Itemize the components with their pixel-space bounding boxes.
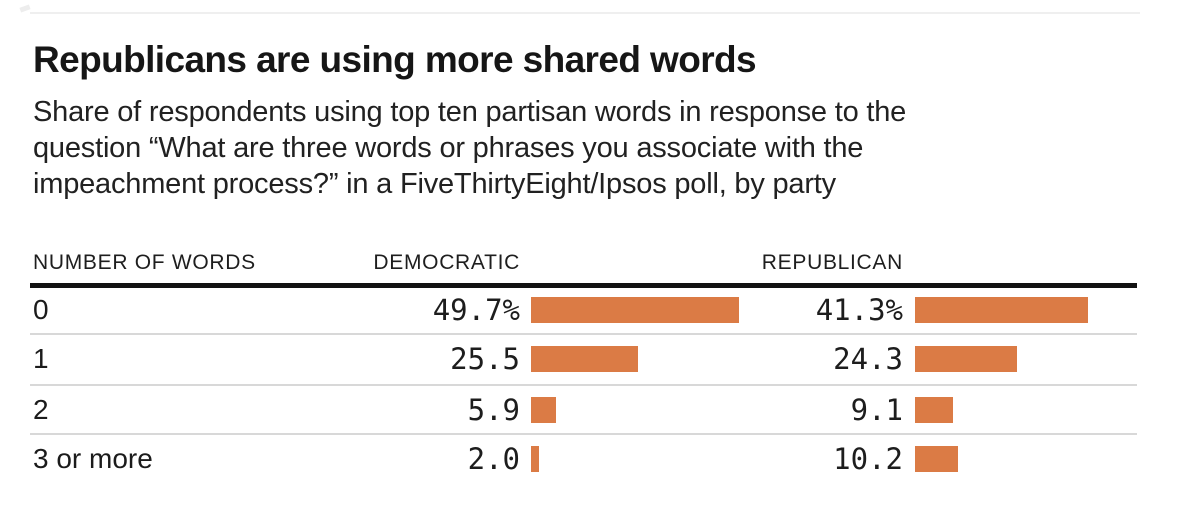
republican-value: 41.3%: [815, 293, 903, 327]
democratic-bar: [531, 397, 556, 423]
subtitle-line: impeachment process?” in a FiveThirtyEig…: [33, 168, 836, 200]
chart-title: Republicans are using more shared words: [33, 39, 757, 80]
republican-bar: [915, 346, 1017, 372]
republican-bar: [915, 297, 1088, 323]
row-divider: [30, 433, 1137, 435]
column-header-democratic: DEMOCRATIC: [373, 251, 520, 274]
table-row: 1 25.5 24.3: [0, 334, 1200, 384]
row-label: 0: [33, 294, 49, 325]
democratic-bar: [531, 346, 638, 372]
table-row: 2 5.9 9.1: [0, 385, 1200, 435]
table-row: 3 or more 2.0 10.2: [0, 434, 1200, 484]
subtitle-line: question “What are three words or phrase…: [33, 132, 864, 164]
column-header-number-of-words: NUMBER OF WORDS: [33, 251, 256, 274]
corner-artifact: [19, 4, 31, 13]
republican-bar: [915, 446, 958, 472]
column-header-republican: REPUBLICAN: [761, 251, 903, 274]
top-divider-rule: [30, 12, 1140, 14]
democratic-bar: [531, 446, 539, 472]
table-row: 0 49.7% 41.3%: [0, 285, 1200, 335]
row-divider: [30, 333, 1137, 335]
row-label: 3 or more: [33, 443, 153, 474]
chart-subtitle: Share of respondents using top ten parti…: [33, 94, 906, 202]
republican-bar: [915, 397, 953, 423]
subtitle-line: Share of respondents using top ten parti…: [33, 96, 907, 128]
header-heavy-rule: [30, 283, 1137, 288]
row-label: 2: [33, 394, 49, 425]
democratic-value: 5.9: [467, 393, 520, 427]
row-divider: [30, 384, 1137, 386]
republican-value: 10.2: [833, 442, 903, 476]
democratic-value: 25.5: [450, 342, 520, 376]
democratic-bar: [531, 297, 739, 323]
democratic-value: 2.0: [467, 442, 520, 476]
democratic-value: 49.7%: [432, 293, 520, 327]
republican-value: 9.1: [850, 393, 903, 427]
republican-value: 24.3: [833, 342, 903, 376]
row-label: 1: [33, 343, 49, 374]
